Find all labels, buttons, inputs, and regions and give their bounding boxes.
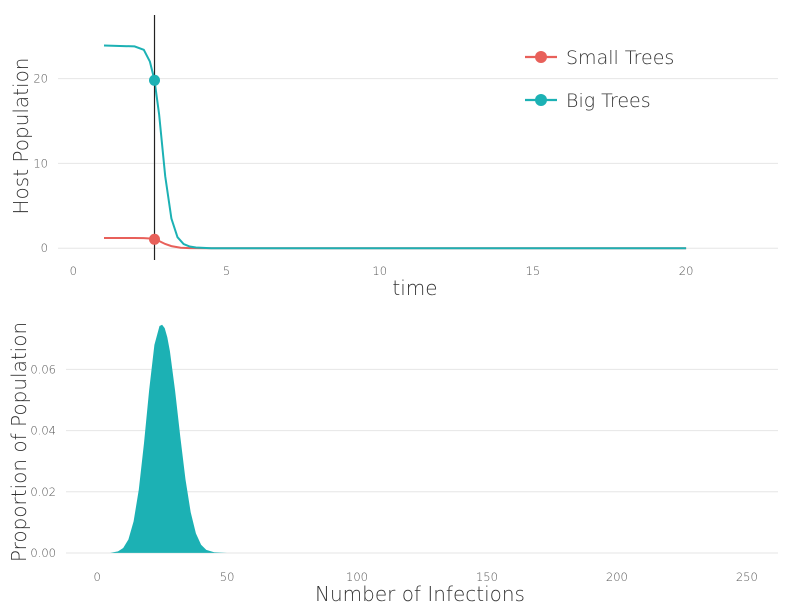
legend-key-marker [535,51,547,63]
x-tick-label: 20 [679,264,694,278]
x-tick-label: 5 [223,264,230,278]
x-tick-label: 200 [606,570,628,584]
series-line-big-trees [103,44,687,250]
x-tick-label: 150 [476,570,498,584]
x-tick-label: 10 [372,264,387,278]
x-tick-label: 50 [220,570,235,584]
y-tick-label: 10 [33,156,48,170]
y-axis-title: Proportion of Population [7,322,31,562]
series-marker-big-trees [149,74,161,86]
y-tick-label: 0.00 [30,546,56,560]
y-tick-label: 0.04 [30,424,56,438]
x-tick-label: 0 [70,264,77,278]
legend-key-marker [535,94,547,106]
y-tick-label: 0.02 [30,485,56,499]
y-tick-label: 20 [33,72,48,86]
x-axis-title: Number of Infections [315,582,525,606]
host-population-panel: 0 10 20 0 5 10 15 20 Small Trees Big Trees time Hos… [9,15,778,300]
x-tick-label: 250 [736,570,758,584]
x-tick-label: 15 [526,264,541,278]
series-marker-small-trees [149,233,161,245]
x-tick-label: 100 [346,570,368,584]
infection-density-area [110,324,228,553]
y-tick-label: 0 [41,241,48,255]
legend-label: Small Trees [566,47,674,69]
x-tick-label: 0 [94,570,101,584]
y-tick-label: 0.06 [30,362,56,376]
infections-distribution-panel: 0.00 0.02 0.04 0.06 0 50 100 150 200 250 Number of… [7,322,778,606]
legend-label: Big Trees [566,90,651,112]
y-axis-title: Host Population [9,58,33,215]
x-axis-title: time [392,276,437,300]
